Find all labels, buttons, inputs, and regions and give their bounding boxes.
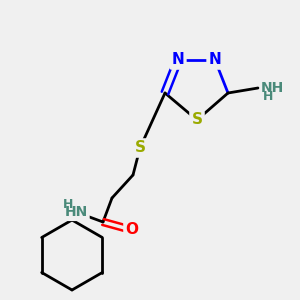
Text: S: S [134, 140, 146, 155]
Text: H: H [63, 197, 73, 211]
Text: S: S [191, 112, 203, 128]
Text: N: N [208, 52, 221, 68]
Text: NH: NH [261, 81, 284, 95]
Text: H: H [263, 89, 273, 103]
Text: N: N [172, 52, 184, 68]
Text: O: O [125, 223, 139, 238]
Text: HN: HN [64, 205, 88, 219]
